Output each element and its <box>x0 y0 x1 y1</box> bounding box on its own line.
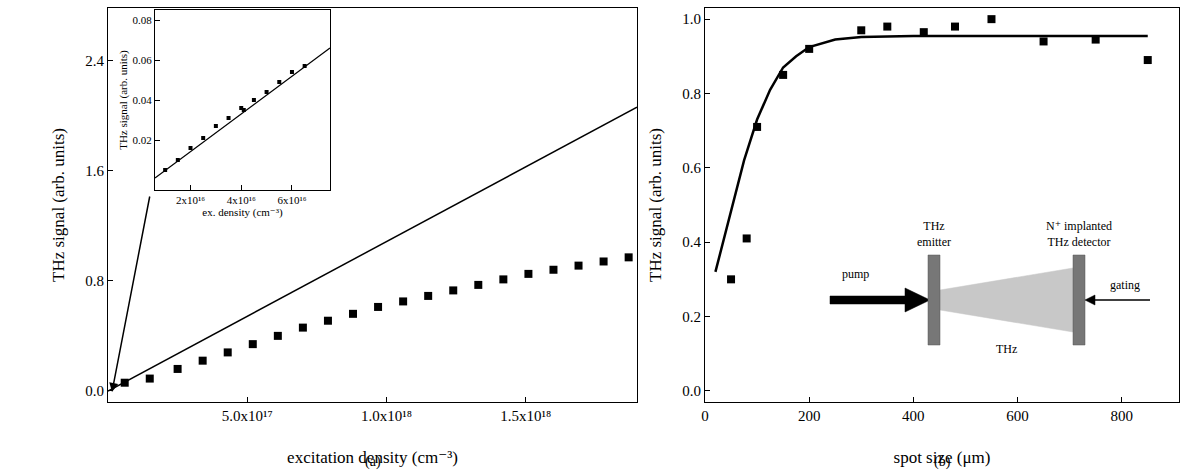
svg-text:800: 800 <box>1110 408 1133 424</box>
svg-text:4x10¹⁶: 4x10¹⁶ <box>227 194 256 206</box>
svg-text:2.4: 2.4 <box>85 53 104 69</box>
svg-text:0.8: 0.8 <box>85 273 104 289</box>
svg-text:6x10¹⁶: 6x10¹⁶ <box>277 194 306 206</box>
svg-text:N⁺ implantedTHz detector: N⁺ implantedTHz detector <box>1046 219 1112 249</box>
svg-text:0.06: 0.06 <box>133 54 153 66</box>
svg-text:2x10¹⁶: 2x10¹⁶ <box>176 194 205 206</box>
svg-text:0.08: 0.08 <box>133 14 153 26</box>
svg-text:0.0: 0.0 <box>85 383 104 399</box>
svg-text:0.02: 0.02 <box>133 134 152 146</box>
svg-text:1.0x10¹⁸: 1.0x10¹⁸ <box>361 408 412 424</box>
svg-text:0.4: 0.4 <box>682 234 701 250</box>
svg-text:0.04: 0.04 <box>133 94 153 106</box>
svg-text:600: 600 <box>1006 408 1029 424</box>
svg-text:THz signal (arb. units): THz signal (arb. units) <box>49 128 68 282</box>
svg-text:(a): (a) <box>365 454 381 470</box>
svg-text:5.0x10¹⁷: 5.0x10¹⁷ <box>222 408 273 424</box>
svg-text:0: 0 <box>701 408 709 424</box>
svg-text:ex. density (cm⁻³): ex. density (cm⁻³) <box>202 206 283 219</box>
svg-text:0.6: 0.6 <box>682 160 701 176</box>
svg-text:(b): (b) <box>934 454 951 470</box>
svg-text:1.6: 1.6 <box>85 163 104 179</box>
svg-text:excitation density (cm⁻³): excitation density (cm⁻³) <box>287 448 458 467</box>
svg-text:400: 400 <box>902 408 925 424</box>
svg-text:THz signal (arb. units): THz signal (arb. units) <box>646 128 665 282</box>
svg-text:1.0: 1.0 <box>682 11 701 27</box>
svg-text:spot size (μm): spot size (μm) <box>894 448 991 467</box>
svg-text:THz: THz <box>996 342 1017 356</box>
svg-text:0.2: 0.2 <box>682 309 701 325</box>
svg-text:0.0: 0.0 <box>682 383 701 399</box>
svg-text:pump: pump <box>842 267 869 281</box>
svg-text:THz signal (arb. units): THz signal (arb. units) <box>117 50 130 150</box>
svg-text:gating: gating <box>1110 278 1140 292</box>
svg-text:200: 200 <box>798 408 821 424</box>
svg-text:1.5x10¹⁸: 1.5x10¹⁸ <box>500 408 551 424</box>
svg-text:0.8: 0.8 <box>682 86 701 102</box>
svg-text:THzemitter: THzemitter <box>917 219 951 249</box>
